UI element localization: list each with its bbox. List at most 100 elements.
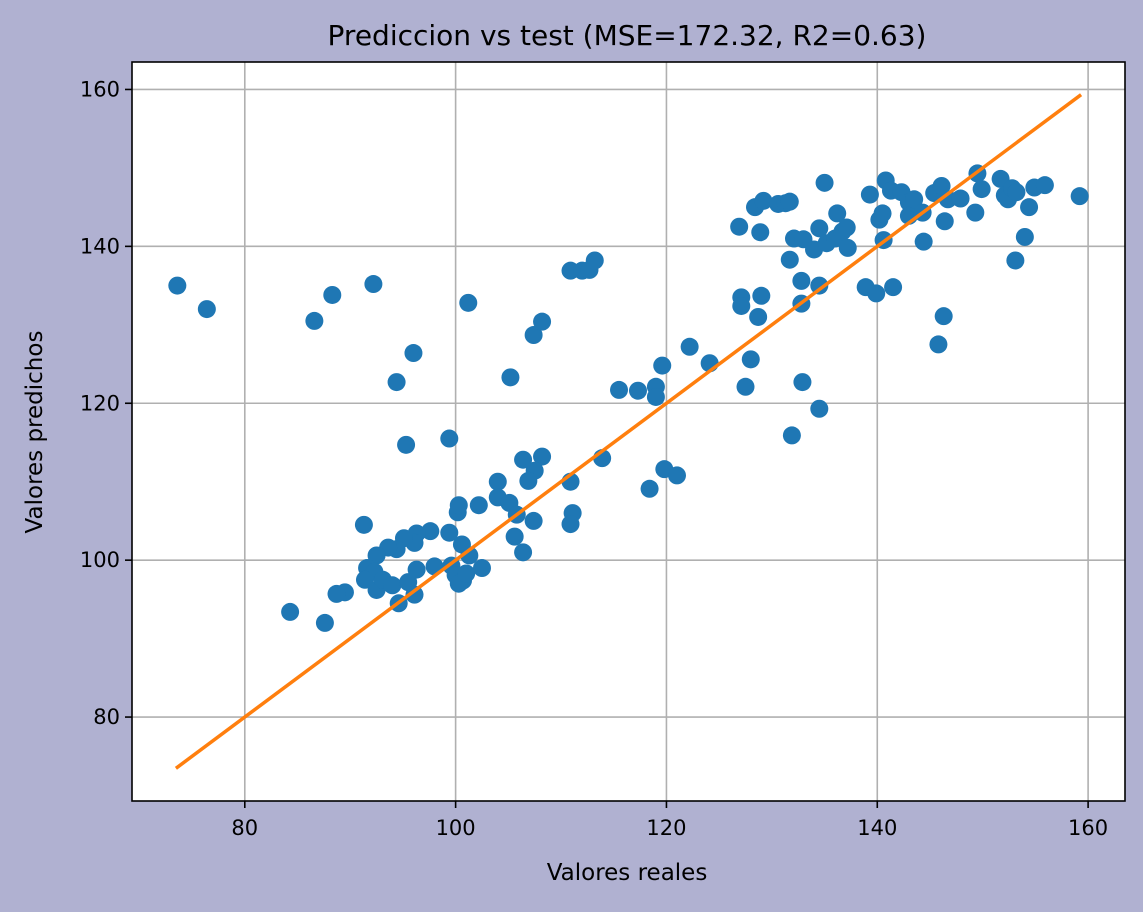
- data-point: [354, 515, 373, 534]
- y-tick-label: 100: [80, 548, 120, 572]
- data-point: [914, 232, 933, 251]
- data-point: [1035, 176, 1054, 195]
- data-point: [383, 576, 402, 595]
- data-point: [585, 251, 604, 270]
- data-point: [628, 381, 647, 400]
- data-point: [810, 219, 829, 238]
- data-point: [873, 204, 892, 223]
- data-point: [533, 447, 552, 466]
- x-tick-label: 120: [646, 816, 686, 840]
- data-point: [524, 511, 543, 530]
- data-point: [440, 429, 459, 448]
- data-point: [405, 585, 424, 604]
- grid: [132, 62, 1125, 801]
- y-tick-label: 120: [80, 391, 120, 415]
- data-point: [754, 191, 773, 210]
- y-tick-label: 80: [93, 705, 120, 729]
- x-tick-label: 140: [857, 816, 897, 840]
- data-point: [404, 344, 423, 363]
- data-point: [935, 212, 954, 231]
- data-point: [519, 471, 538, 490]
- data-point: [397, 435, 416, 454]
- data-point: [838, 238, 857, 257]
- data-point: [730, 217, 749, 236]
- data-point: [305, 311, 324, 330]
- data-point: [1007, 183, 1026, 202]
- data-point: [837, 218, 856, 237]
- data-point: [1070, 187, 1089, 206]
- data-point: [364, 275, 383, 294]
- data-point: [315, 613, 334, 632]
- data-point: [407, 560, 426, 579]
- data-point: [459, 293, 478, 312]
- data-point: [653, 356, 672, 375]
- data-point: [281, 602, 300, 621]
- data-point: [966, 203, 985, 222]
- data-point: [680, 337, 699, 356]
- data-point: [732, 296, 751, 315]
- data-point: [421, 522, 440, 541]
- data-point: [452, 535, 471, 554]
- data-point: [355, 570, 374, 589]
- data-point: [741, 350, 760, 369]
- data-point: [524, 326, 543, 345]
- data-point: [934, 307, 953, 326]
- data-point: [440, 523, 459, 542]
- data-point: [472, 559, 491, 578]
- data-point: [860, 185, 879, 204]
- y-tick-label: 160: [80, 77, 120, 101]
- data-point: [646, 387, 665, 406]
- data-point: [561, 515, 580, 534]
- y-tick-label: 140: [80, 234, 120, 258]
- data-point: [327, 584, 346, 603]
- x-tick-label: 80: [231, 816, 258, 840]
- data-point: [387, 373, 406, 392]
- x-tick-label: 100: [436, 816, 476, 840]
- data-point: [610, 380, 629, 399]
- reference-line: [174, 93, 1083, 770]
- data-point: [505, 527, 524, 546]
- x-axis-label: Valores reales: [547, 860, 708, 886]
- data-point: [749, 307, 768, 326]
- data-point: [905, 190, 924, 209]
- data-point: [810, 399, 829, 418]
- chart-title: Prediccion vs test (MSE=172.32, R2=0.63): [328, 19, 927, 52]
- data-point: [457, 564, 476, 583]
- data-point: [197, 300, 216, 319]
- data-point: [1020, 198, 1039, 217]
- data-point: [533, 312, 552, 331]
- data-point: [667, 466, 686, 485]
- axes-frame: [131, 61, 1126, 802]
- data-point: [780, 250, 799, 269]
- data-point: [884, 278, 903, 297]
- data-point: [867, 284, 886, 303]
- data-point: [168, 276, 187, 295]
- data-point: [932, 176, 951, 195]
- data-point: [514, 450, 533, 469]
- data-points: [168, 164, 1089, 632]
- data-point: [815, 173, 834, 192]
- data-point: [488, 472, 507, 491]
- data-point: [780, 192, 799, 211]
- data-point: [828, 204, 847, 223]
- data-point: [951, 189, 970, 208]
- data-point: [793, 373, 812, 392]
- data-point: [469, 496, 488, 515]
- data-point: [449, 496, 468, 515]
- data-point: [1015, 227, 1034, 246]
- data-point: [367, 546, 386, 565]
- y-axis-label: Valores predichos: [22, 331, 48, 534]
- identity-line: [174, 93, 1083, 770]
- x-tick-label: 160: [1068, 816, 1108, 840]
- ticks: 80 100 120 140 160 80 100 120 140 160: [80, 77, 1108, 840]
- data-point: [1006, 251, 1025, 270]
- data-point: [323, 285, 342, 304]
- data-point: [514, 543, 533, 562]
- data-point: [782, 426, 801, 445]
- data-point: [972, 180, 991, 199]
- data-point: [501, 368, 520, 387]
- data-point: [810, 276, 829, 295]
- data-point: [929, 335, 948, 354]
